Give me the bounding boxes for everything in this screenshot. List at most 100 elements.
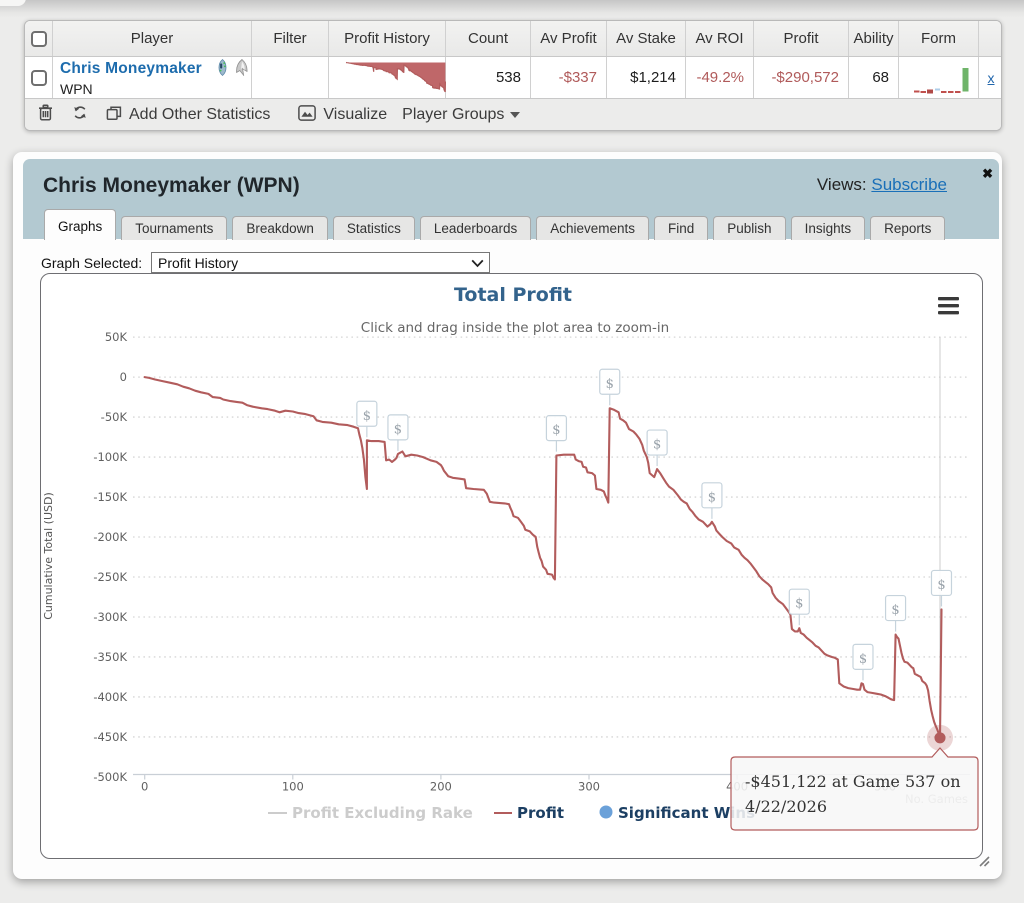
- graph-selected-label: Graph Selected:: [41, 255, 143, 271]
- header-profit[interactable]: Profit: [754, 21, 849, 56]
- graph-select-dropdown[interactable]: Profit History: [151, 252, 490, 273]
- views-wrap: Views: Subscribe: [817, 175, 947, 195]
- svg-text:-400K: -400K: [93, 690, 127, 704]
- visualize-icon[interactable]: [298, 104, 317, 126]
- svg-text:-50K: -50K: [101, 410, 128, 424]
- chart-title: Total Profit: [454, 284, 572, 306]
- tab-breakdown[interactable]: Breakdown: [232, 216, 328, 240]
- tab-publish[interactable]: Publish: [713, 216, 786, 240]
- chart-subtitle: Click and drag inside the plot area to z…: [361, 320, 669, 336]
- significant-win-badge: $: [852, 643, 874, 681]
- av-roi-cell: -49.2%: [686, 57, 754, 98]
- add-other-statistics-button[interactable]: Add Other Statistics: [129, 106, 271, 123]
- table-row: Chris Moneymaker WPN 538 -$337 $1,214 -4…: [25, 57, 1001, 99]
- tab-tournaments[interactable]: Tournaments: [121, 216, 228, 240]
- y-axis-title: Cumulative Total (USD): [42, 492, 55, 620]
- select-all-checkbox[interactable]: [30, 30, 47, 47]
- resize-grip-icon[interactable]: [977, 854, 990, 872]
- significant-win-badge: $: [387, 414, 409, 451]
- tab-statistics[interactable]: Statistics: [332, 216, 415, 240]
- header-ability[interactable]: Ability: [849, 21, 899, 56]
- av-profit-cell: -$337: [531, 57, 607, 98]
- chart-container[interactable]: Total Profit Click and drag inside the pl…: [40, 273, 983, 859]
- graph-select-value: Profit History: [158, 254, 239, 271]
- delete-icon[interactable]: [38, 104, 53, 126]
- remove-cell: x: [979, 57, 1001, 98]
- svg-text:$: $: [795, 597, 803, 612]
- profit-line: [143, 376, 943, 739]
- svg-text:-450K: -450K: [93, 730, 127, 744]
- refresh-icon[interactable]: [72, 104, 88, 126]
- legend-significant-wins: Significant Wins: [618, 804, 755, 822]
- fin-icon: [235, 58, 249, 80]
- svg-text:$: $: [891, 603, 899, 618]
- form-sparkline: [914, 68, 969, 94]
- hovered-point-marker: [934, 732, 946, 744]
- header-av-roi[interactable]: Av ROI: [686, 21, 754, 56]
- player-name-link[interactable]: Chris Moneymaker: [60, 60, 202, 77]
- significant-win-badge: $: [884, 594, 907, 632]
- top-left-sliver: [0, 0, 26, 6]
- tab-reports[interactable]: Reports: [870, 216, 946, 240]
- profit-history-cell[interactable]: [329, 57, 446, 98]
- visualize-button[interactable]: Visualize: [323, 106, 388, 123]
- table-toolbar: Add Other Statistics Visualize Player Gr…: [25, 99, 1001, 130]
- tab-leaderboards[interactable]: Leaderboards: [419, 216, 532, 240]
- svg-text:$: $: [937, 578, 945, 593]
- svg-text:$: $: [708, 490, 716, 505]
- svg-text:$: $: [394, 422, 402, 437]
- header-player[interactable]: Player: [53, 21, 252, 56]
- header-av-stake[interactable]: Av Stake: [607, 21, 686, 56]
- svg-text:50K: 50K: [105, 330, 128, 344]
- player-groups-dropdown[interactable]: Player Groups: [402, 106, 521, 124]
- svg-text:$: $: [859, 652, 867, 667]
- row-checkbox[interactable]: [30, 69, 47, 86]
- filter-cell[interactable]: [252, 57, 329, 98]
- header-profit-history[interactable]: Profit History: [329, 21, 446, 56]
- significant-win-badge: $: [646, 429, 668, 467]
- chart-menu-icon: [938, 297, 959, 315]
- tooltip-line1: -$451,122 at Game 537 on: [745, 772, 961, 791]
- form-cell[interactable]: [899, 57, 979, 98]
- svg-text:300: 300: [578, 780, 600, 794]
- significant-win-badge: $: [545, 415, 568, 452]
- header-av-profit[interactable]: Av Profit: [531, 21, 607, 56]
- header-form[interactable]: Form: [899, 21, 979, 56]
- svg-text:$: $: [606, 377, 614, 392]
- ability-cell: 68: [849, 57, 899, 98]
- legend-profit-excluding-rake: Profit Excluding Rake: [292, 804, 473, 822]
- page-top-strip: [0, 0, 1024, 18]
- chevron-down-icon: [471, 259, 484, 268]
- svg-text:$: $: [653, 438, 661, 453]
- svg-text:200: 200: [430, 780, 452, 794]
- header-checkbox-cell: [25, 21, 53, 56]
- remove-row-link[interactable]: x: [987, 69, 995, 86]
- tab-graphs[interactable]: Graphs: [44, 209, 117, 240]
- close-icon[interactable]: ✖: [982, 166, 993, 181]
- header-count[interactable]: Count: [446, 21, 531, 56]
- svg-text:-200K: -200K: [93, 530, 127, 544]
- tooltip-line2: 4/22/2026: [745, 797, 827, 816]
- legend-profit: Profit: [517, 804, 564, 822]
- tab-find[interactable]: Find: [654, 216, 709, 240]
- svg-text:-300K: -300K: [93, 610, 127, 624]
- svg-text:100: 100: [282, 780, 304, 794]
- profit-history-sparkline: [345, 61, 446, 93]
- subscribe-link[interactable]: Subscribe: [871, 175, 947, 194]
- tab-achievements[interactable]: Achievements: [536, 216, 650, 240]
- significant-win-badge: $: [356, 400, 378, 438]
- caret-down-icon: [510, 112, 521, 118]
- chart-tooltip: -$451,122 at Game 537 on 4/22/2026: [730, 747, 979, 831]
- header-filter[interactable]: Filter: [252, 21, 329, 56]
- tab-insights[interactable]: Insights: [790, 216, 866, 240]
- window-header-band: Chris Moneymaker (WPN) Views: Subscribe …: [23, 159, 999, 240]
- svg-text:0: 0: [141, 780, 148, 794]
- svg-text:-350K: -350K: [93, 650, 127, 664]
- svg-text:0: 0: [120, 370, 127, 384]
- svg-text:-500K: -500K: [93, 770, 127, 784]
- count-cell: 538: [446, 57, 531, 98]
- copy-icon[interactable]: [106, 105, 122, 126]
- player-cell: Chris Moneymaker WPN: [53, 57, 252, 98]
- significant-win-badge: $: [788, 588, 810, 626]
- player-site: WPN: [60, 80, 93, 97]
